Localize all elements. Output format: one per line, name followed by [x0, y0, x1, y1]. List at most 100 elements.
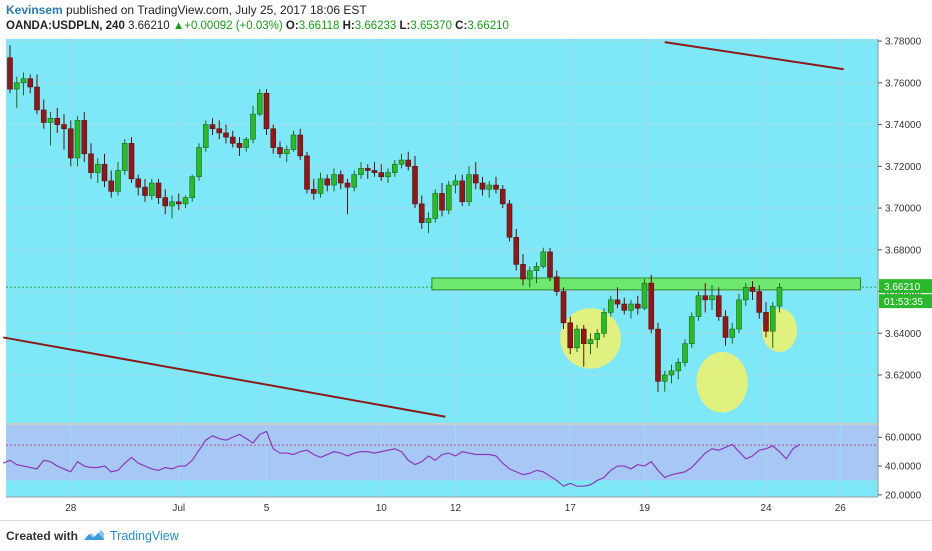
- price-chart[interactable]: 3.78000 3.76000 3.74000 3.72000 3.70000 3.680…: [0, 0, 932, 520]
- candle-body: [405, 159, 412, 167]
- candle: [567, 316, 574, 355]
- candle: [574, 324, 580, 353]
- tradingview-brand[interactable]: TradingView: [110, 529, 179, 543]
- candle-body: [641, 282, 648, 309]
- candle-body: [675, 362, 682, 372]
- candle: [594, 329, 601, 348]
- candle: [364, 164, 371, 179]
- candle: [661, 370, 668, 392]
- candle-body: [236, 143, 243, 148]
- price-axis-label: 3.64000: [885, 329, 922, 340]
- candle-body: [587, 339, 594, 344]
- time-axis-label: 24: [760, 503, 772, 514]
- candle: [520, 253, 526, 286]
- candle: [243, 137, 250, 152]
- candle: [506, 199, 513, 242]
- candle: [290, 130, 297, 152]
- candle-body: [209, 124, 216, 130]
- candle: [452, 174, 459, 194]
- candle-body: [67, 128, 74, 159]
- candle-body: [250, 113, 256, 140]
- candle: [634, 295, 641, 315]
- candle: [7, 45, 13, 94]
- candle: [209, 118, 216, 135]
- candle-body: [175, 201, 182, 205]
- candle: [304, 151, 310, 194]
- author-link[interactable]: Kevinsem: [6, 3, 63, 17]
- candle-body: [324, 178, 331, 186]
- candle: [256, 89, 263, 117]
- candle-body: [283, 149, 290, 155]
- candle-body: [7, 57, 13, 90]
- high-value: 3.66233: [354, 20, 397, 32]
- price-tags: 3.66210 01:53:35: [879, 279, 932, 309]
- rsi-axis[interactable]: 60.0000 40.0000 20.0000: [878, 433, 922, 502]
- candle-body: [243, 138, 250, 148]
- candle: [128, 137, 135, 183]
- price-axis-label: 3.68000: [885, 245, 922, 256]
- candle: [277, 141, 283, 158]
- candle-body: [709, 295, 715, 301]
- candle: [486, 180, 493, 198]
- candle: [20, 72, 27, 96]
- symbol-label[interactable]: OANDA:USDPLN, 240: [6, 20, 125, 32]
- published-text: published on TradingView.com, July 25, 2…: [66, 3, 367, 17]
- candle-body: [661, 374, 668, 382]
- rsi-axis-label: 40.0000: [885, 462, 922, 473]
- price-axis-label: 3.78000: [885, 37, 922, 48]
- open-label: O:: [285, 20, 299, 32]
- candle-body: [560, 291, 567, 324]
- low-value: 3.65370: [410, 20, 452, 32]
- candle-body: [702, 295, 709, 301]
- price-pane-background: [6, 39, 878, 423]
- candle: [297, 128, 304, 161]
- candle-body: [108, 180, 115, 192]
- candle-body: [61, 124, 67, 130]
- candle: [337, 170, 344, 190]
- candle-body: [445, 184, 452, 211]
- candle-body: [270, 128, 277, 148]
- candle: [736, 293, 742, 334]
- time-axis-label: 19: [639, 503, 651, 514]
- candle-body: [614, 299, 621, 305]
- time-axis[interactable]: 28 Jul 5 10 12 17 19 24 26: [65, 503, 846, 514]
- candle: [702, 283, 709, 313]
- candle: [682, 339, 688, 367]
- time-axis-label: 10: [376, 503, 388, 514]
- price-axis-label: 3.74000: [885, 120, 922, 131]
- candle-body: [148, 182, 155, 196]
- candle: [223, 124, 229, 144]
- candle: [13, 76, 20, 108]
- candle: [445, 180, 452, 215]
- chart-header: Kevinsem published on TradingView.com, J…: [0, 0, 932, 38]
- rsi-indicator: [3, 430, 878, 487]
- high-label: H:: [342, 20, 355, 32]
- candle: [472, 162, 479, 190]
- candle-body: [493, 184, 499, 190]
- candle: [162, 189, 169, 215]
- candle-body: [634, 303, 641, 309]
- candle: [270, 124, 277, 154]
- candle: [175, 193, 182, 211]
- candle-body: [27, 78, 34, 88]
- candle-body: [776, 287, 783, 307]
- candle-body: [736, 299, 742, 330]
- change-value: +0.00092 (+0.03%): [184, 20, 283, 32]
- candle: [81, 112, 88, 163]
- candles: [7, 45, 783, 392]
- candle: [540, 247, 547, 269]
- candle-body: [715, 295, 722, 317]
- candle: [560, 287, 567, 330]
- candle-body: [40, 109, 47, 123]
- candle: [553, 270, 560, 296]
- candle: [317, 172, 324, 198]
- candle: [169, 195, 175, 219]
- rsi-axis-label: 60.0000: [885, 433, 922, 444]
- candle: [34, 74, 40, 115]
- candle-body: [769, 305, 776, 332]
- candle-body: [729, 328, 736, 338]
- price-axis[interactable]: 3.78000 3.76000 3.74000 3.72000 3.70000 3.680…: [878, 37, 922, 382]
- candle-body: [601, 312, 607, 334]
- candle-body: [452, 180, 459, 186]
- candle-body: [74, 120, 81, 159]
